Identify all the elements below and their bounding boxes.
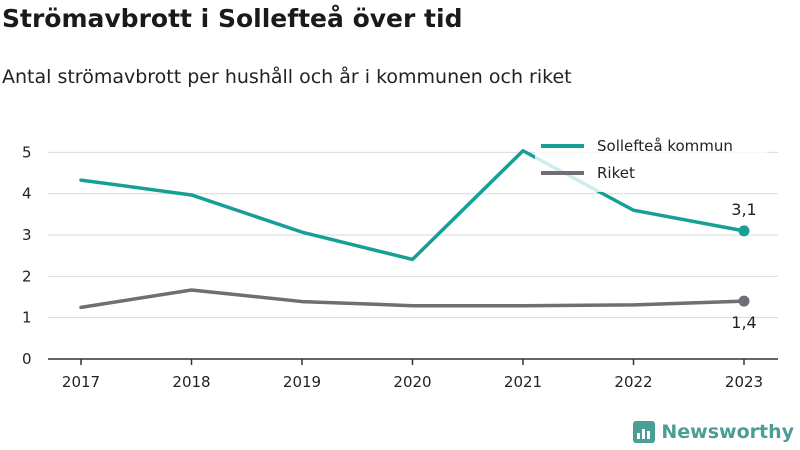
chart-title: Strömavbrott i Sollefteå över tid — [2, 4, 463, 33]
series-end-point — [738, 295, 750, 307]
legend-label: Sollefteå kommun — [597, 137, 733, 155]
series-end-point — [738, 225, 750, 237]
x-tick-label: 2017 — [62, 373, 100, 391]
y-tick-label: 4 — [22, 185, 32, 203]
x-tick-label: 2022 — [614, 373, 652, 391]
y-tick-label: 1 — [22, 309, 32, 327]
y-tick-label: 5 — [22, 143, 32, 161]
newsworthy-logo-icon — [633, 421, 656, 443]
series-line — [79, 148, 746, 262]
y-tick-label: 0 — [22, 350, 32, 368]
series-line — [79, 288, 746, 310]
data-label: 3,1 — [731, 200, 756, 219]
newsworthy-brand: Newsworthy — [633, 421, 794, 443]
y-tick-label: 3 — [22, 226, 32, 244]
legend-background — [535, 134, 767, 192]
legend-label: Riket — [597, 164, 635, 182]
x-tick-label: 2018 — [172, 373, 210, 391]
x-tick-label: 2021 — [504, 373, 542, 391]
y-tick-label: 2 — [22, 267, 32, 285]
chart-subtitle: Antal strömavbrott per hushåll och år i … — [2, 66, 572, 88]
data-label: 1,4 — [731, 313, 756, 332]
x-tick-label: 2020 — [393, 373, 431, 391]
brand-name: Newsworthy — [661, 421, 794, 443]
x-tick-label: 2019 — [283, 373, 321, 391]
x-tick-label: 2023 — [725, 373, 763, 391]
